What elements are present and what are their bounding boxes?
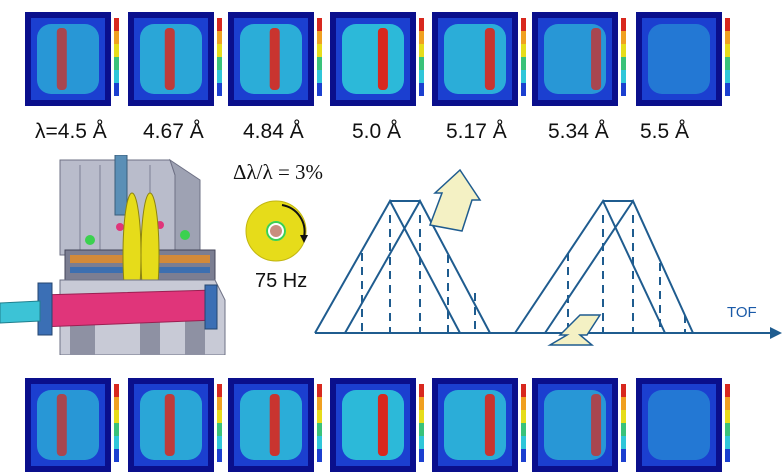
tof-triangle-diagram xyxy=(314,168,782,346)
wavelength-label: 4.84 Å xyxy=(243,120,304,143)
wavelength-label: 5.0 Å xyxy=(352,120,402,143)
detector-image-panel xyxy=(532,12,626,106)
tof-axis-label: TOF xyxy=(727,304,757,321)
detector-image-panel xyxy=(636,12,730,106)
detector-image-panel xyxy=(432,378,526,472)
detector-image-panel xyxy=(228,12,322,106)
detector-image-panel xyxy=(228,378,322,472)
detector-image-panel xyxy=(330,12,424,106)
detector-image-panel xyxy=(330,378,424,472)
chopper-instrument-illustration xyxy=(0,155,226,355)
detector-image-panel xyxy=(128,12,222,106)
wavelength-label: 5.5 Å xyxy=(640,120,690,143)
detector-image-panel xyxy=(25,12,119,106)
detector-image-panel xyxy=(532,378,626,472)
resolution-formula: Δλ/λ = 3% xyxy=(233,160,324,184)
chopper-disc-icon xyxy=(245,200,308,262)
wavelength-label: λ=4.5 Å xyxy=(35,120,107,143)
wavelength-label: 4.67 Å xyxy=(143,120,204,143)
wavelength-label: 5.17 Å xyxy=(446,120,507,143)
chopper-frequency-label: 75 Hz xyxy=(255,270,308,292)
detector-image-panel xyxy=(636,378,730,472)
wavelength-label: 5.34 Å xyxy=(548,120,609,143)
detector-image-panel xyxy=(432,12,526,106)
detector-image-panel xyxy=(128,378,222,472)
detector-image-panel xyxy=(25,378,119,472)
